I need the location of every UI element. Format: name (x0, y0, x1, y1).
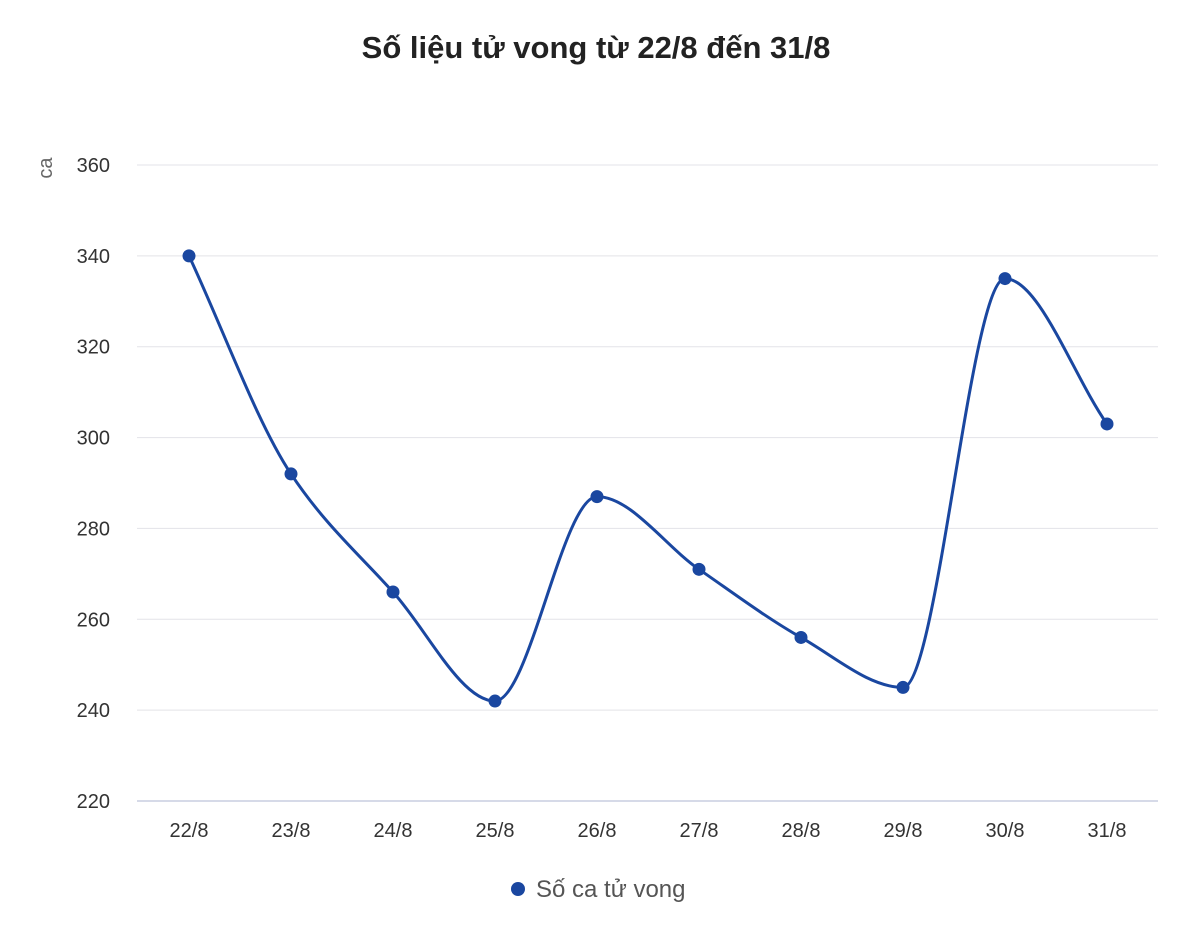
legend[interactable]: Số ca tử vong (511, 876, 685, 903)
data-point[interactable] (692, 562, 706, 576)
x-tick-label: 28/8 (782, 820, 821, 842)
data-point[interactable] (182, 249, 196, 263)
x-tick-label: 23/8 (272, 820, 311, 842)
data-point[interactable] (998, 272, 1012, 286)
y-tick-label: 260 (77, 609, 110, 631)
x-tick-label: 24/8 (374, 820, 413, 842)
data-point[interactable] (896, 680, 910, 694)
legend-marker (511, 882, 525, 896)
chart-title: Số liệu tử vong từ 22/8 đến 31/8 (362, 30, 831, 65)
grid-lines (137, 164, 1158, 802)
y-tick-label: 280 (77, 518, 110, 540)
data-point[interactable] (1100, 417, 1114, 431)
y-tick-label: 360 (77, 155, 110, 177)
y-tick-label: 240 (77, 700, 110, 722)
x-tick-label: 29/8 (884, 820, 923, 842)
data-point[interactable] (284, 467, 298, 481)
x-tick-label: 31/8 (1088, 820, 1127, 842)
x-tick-label: 26/8 (578, 820, 617, 842)
x-tick-label: 22/8 (170, 820, 209, 842)
x-axis-ticks: 22/8 23/8 24/8 25/8 26/8 27/8 28/8 29/8 30/8 31/8 (170, 820, 1127, 842)
legend-label: Số ca tử vong (536, 876, 685, 903)
data-point[interactable] (386, 585, 400, 599)
series-line (187, 255, 1109, 703)
series-layer (182, 249, 1114, 708)
y-tick-label: 220 (77, 791, 110, 813)
data-point[interactable] (488, 694, 502, 708)
x-tick-label: 30/8 (986, 820, 1025, 842)
y-tick-label: 300 (77, 428, 110, 450)
y-tick-label: 320 (77, 337, 110, 359)
x-tick-label: 27/8 (680, 820, 719, 842)
data-point[interactable] (794, 630, 808, 644)
y-axis-label: ca (35, 157, 57, 179)
y-tick-label: 340 (77, 246, 110, 268)
x-tick-label: 25/8 (476, 820, 515, 842)
y-axis-ticks: 220 240 260 280 300 320 340 360 (77, 155, 110, 813)
data-point[interactable] (590, 490, 604, 504)
